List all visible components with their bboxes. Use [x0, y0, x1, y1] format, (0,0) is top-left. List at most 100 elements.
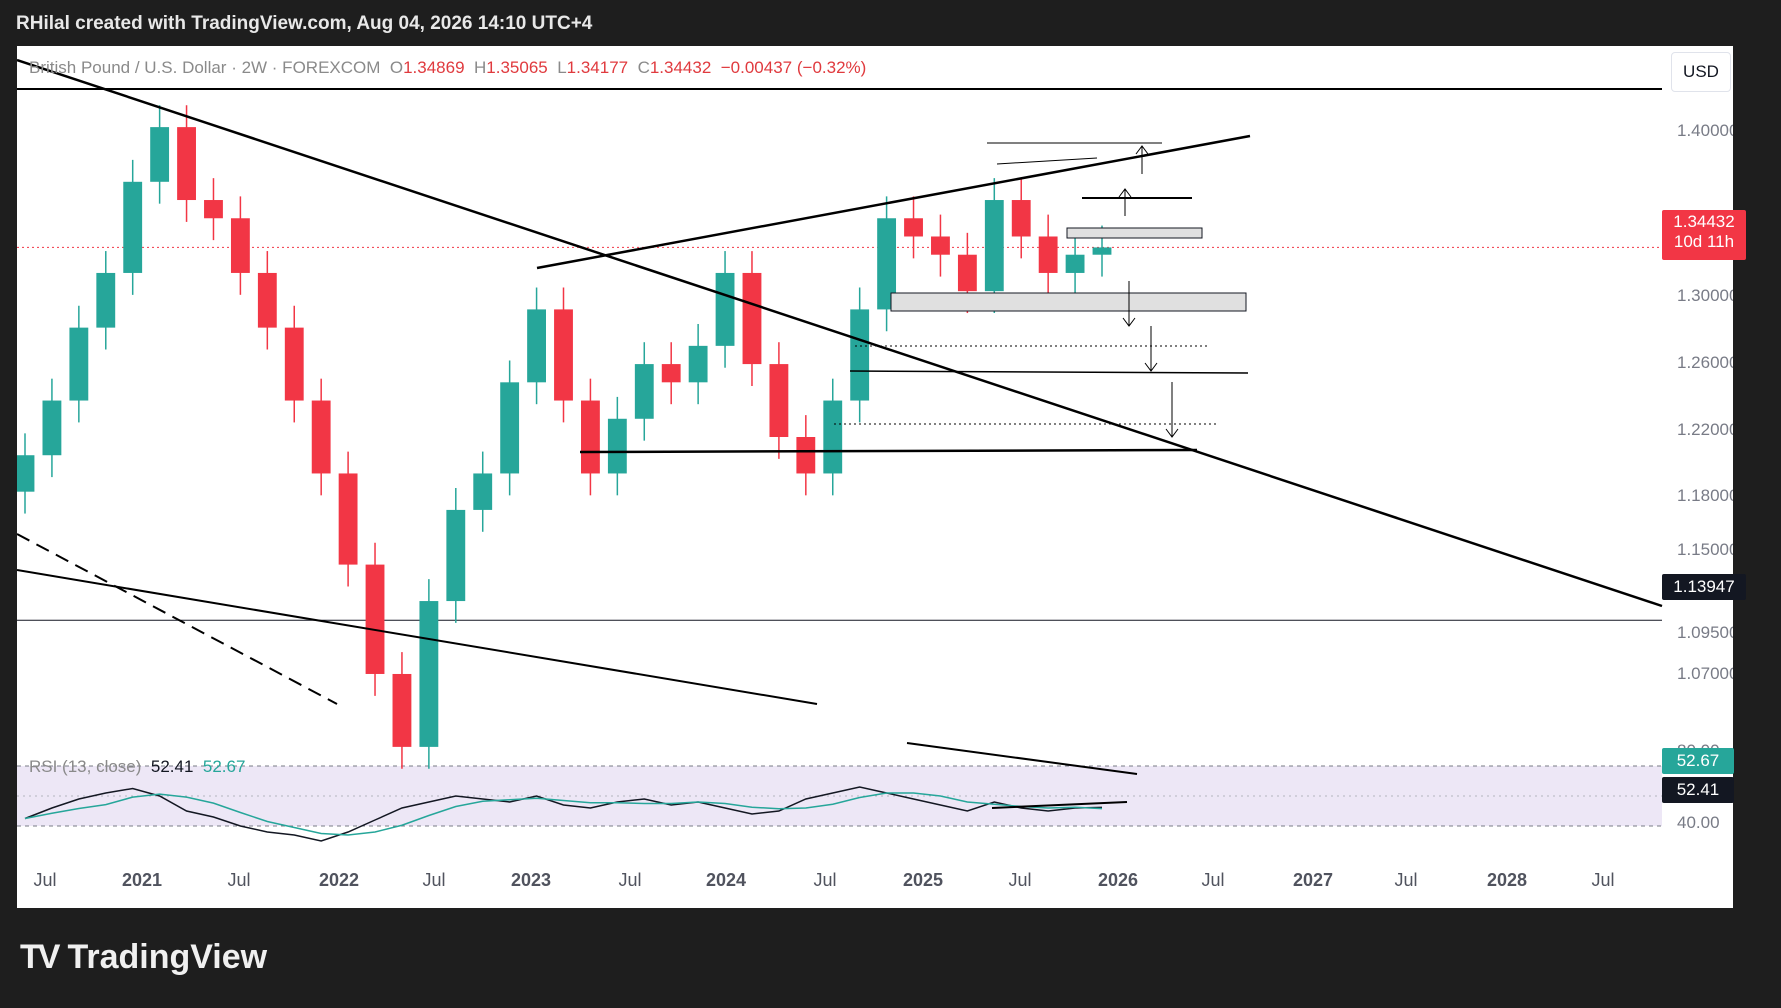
chart-panel[interactable]: 1.40000 1.30000 1.26000 1.22000 1.18000 1.150…	[17, 46, 1746, 908]
x-tick-label: Jul	[1591, 870, 1614, 890]
open-label: O	[389, 58, 404, 77]
down-arrow-3-head	[1165, 428, 1179, 438]
close-value: 1.34432	[649, 58, 712, 77]
candle-body	[177, 127, 196, 201]
x-tick-label: Jul	[618, 870, 641, 890]
resistance-zone	[1066, 227, 1203, 239]
rsi-tick-label: 40.00	[1677, 813, 1720, 832]
x-tick-label: Jul	[1394, 870, 1417, 890]
x-tick-label: Jul	[227, 870, 250, 890]
y-tick-label: 1.07000	[1677, 664, 1733, 683]
down-arrow-1-head	[1122, 317, 1136, 327]
candle-body	[796, 437, 816, 474]
candle-body	[957, 254, 977, 292]
tradingview-logo-icon: TV	[20, 938, 60, 976]
candle-body	[392, 673, 412, 747]
lower-channel-line	[17, 569, 818, 705]
candle-body	[527, 309, 546, 383]
currency-button[interactable]: USD	[1671, 52, 1731, 92]
candle-body	[42, 400, 62, 456]
x-tick-label: 2025	[903, 870, 943, 890]
chart-canvas[interactable]: 1.40000 1.30000 1.26000 1.22000 1.18000 1.150…	[17, 46, 1733, 908]
tradingview-logo[interactable]: TV TradingView	[20, 938, 267, 977]
candle-body	[984, 200, 1004, 292]
candle-body	[311, 400, 331, 474]
down-arrow-2-head	[1144, 362, 1158, 372]
low-value: 1.34177	[566, 58, 629, 77]
y-tick-label: 1.09500	[1677, 623, 1733, 642]
rsi-legend: RSI (13, close) 52.41 52.67	[29, 757, 245, 777]
bar-countdown: 10d 11h	[1673, 232, 1735, 251]
ascending-trendline	[536, 134, 1251, 270]
candle-body	[338, 473, 358, 565]
rsi-line	[24, 786, 1103, 842]
attribution-text: RHilal created with TradingView.com, Aug…	[16, 13, 593, 34]
lower-support-line	[849, 370, 1249, 374]
candle-body	[581, 400, 600, 474]
candle-body	[257, 272, 277, 328]
rsi-resistance-line	[906, 742, 1138, 775]
x-tick-label: 2028	[1487, 870, 1527, 890]
candle-body	[769, 364, 789, 437]
rsi-label: RSI (13, close)	[29, 757, 142, 776]
ohlc-legend: British Pound / U.S. Dollar · 2W · FOREX…	[29, 58, 866, 78]
candle-body	[365, 564, 385, 674]
change-value: −0.00437 (−0.32%)	[720, 58, 867, 77]
candle-body	[446, 509, 466, 602]
support-line	[579, 448, 1198, 454]
dashed-channel-line	[17, 533, 338, 705]
rsi-ma-tag: 52.67	[1662, 748, 1734, 774]
level-tag: 1.13947	[1662, 574, 1746, 600]
brand-name: TradingView	[67, 938, 268, 976]
y-tick-label: 1.18000	[1677, 486, 1733, 505]
up-arrow-2-head	[1118, 188, 1132, 198]
rsi-legend-value: 52.41	[150, 757, 194, 776]
last-price-value: 1.34432	[1673, 212, 1735, 231]
rsi-ma-line	[24, 792, 1103, 836]
x-tick-label: Jul	[1201, 870, 1224, 890]
support-zone	[890, 292, 1247, 312]
x-tick-label: Jul	[813, 870, 836, 890]
candle-body	[1092, 247, 1112, 255]
last-price-tag: 1.34432 10d 11h	[1662, 210, 1746, 260]
candle-body	[284, 327, 304, 401]
x-tick-label: 2023	[511, 870, 551, 890]
up-arrow-1-head	[1135, 145, 1149, 155]
candle-body	[123, 181, 143, 273]
low-label: L	[557, 58, 567, 77]
candle-body	[554, 309, 573, 401]
candle-body	[419, 601, 439, 747]
x-tick-label: 2021	[122, 870, 162, 890]
candle-body	[823, 400, 843, 474]
y-tick-label: 1.15000	[1677, 540, 1733, 559]
candle-body	[661, 364, 681, 383]
candle-body	[69, 327, 89, 401]
candle-body	[17, 455, 35, 492]
high-label: H	[474, 58, 487, 77]
candle-body	[850, 309, 870, 401]
x-tick-label: Jul	[1008, 870, 1031, 890]
y-tick-label: 1.26000	[1677, 353, 1733, 372]
x-tick-label: 2027	[1293, 870, 1333, 890]
close-label: C	[637, 58, 650, 77]
rsi-value-tag: 52.41	[1662, 777, 1734, 803]
candle-body	[904, 218, 923, 237]
candle-body	[230, 218, 250, 273]
candle-body	[742, 272, 762, 365]
candle-body	[634, 364, 654, 419]
rsi-support-line	[991, 801, 1128, 809]
x-tick-label: 2022	[319, 870, 359, 890]
candle-body	[1011, 200, 1031, 237]
candle-body	[688, 345, 708, 383]
x-tick-label: 2024	[706, 870, 746, 890]
symbol-name: British Pound / U.S. Dollar · 2W · FOREX…	[29, 58, 381, 77]
open-value: 1.34869	[403, 58, 465, 77]
high-value: 1.35065	[486, 58, 548, 77]
target-line-2	[996, 157, 1098, 165]
attribution-bar: RHilal created with TradingView.com, Aug…	[0, 0, 1781, 46]
candle-body	[877, 218, 897, 310]
candle-body	[500, 382, 520, 474]
candle-body	[715, 272, 735, 346]
rsi-legend-ma: 52.67	[202, 757, 246, 776]
descending-trendline	[17, 58, 1663, 608]
